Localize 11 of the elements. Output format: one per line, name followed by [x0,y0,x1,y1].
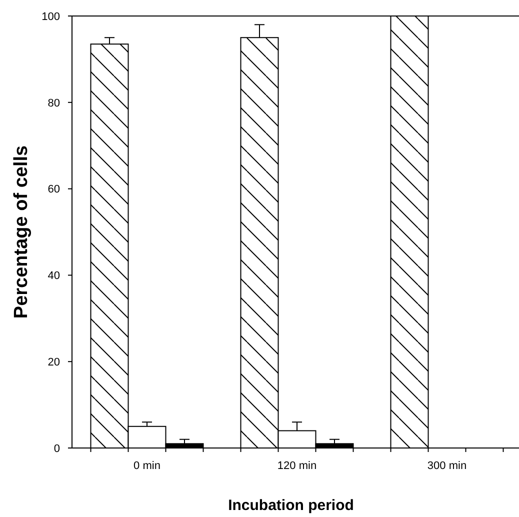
y-tick-label: 40 [48,270,60,282]
y-tick-label: 80 [48,97,60,110]
y-axis-title: Percentage of cells [11,145,32,319]
x-tick-label: 300 min [427,460,467,472]
x-tick-label: 0 min [134,460,160,472]
x-axis-title: Incubation period [228,497,354,514]
y-tick-label: 100 [42,10,60,23]
y-tick-label: 0 [54,442,60,455]
y-tick-label: 60 [48,184,60,196]
y-tick-label: 20 [48,356,60,368]
x-tick-label: 120 min [277,460,317,472]
